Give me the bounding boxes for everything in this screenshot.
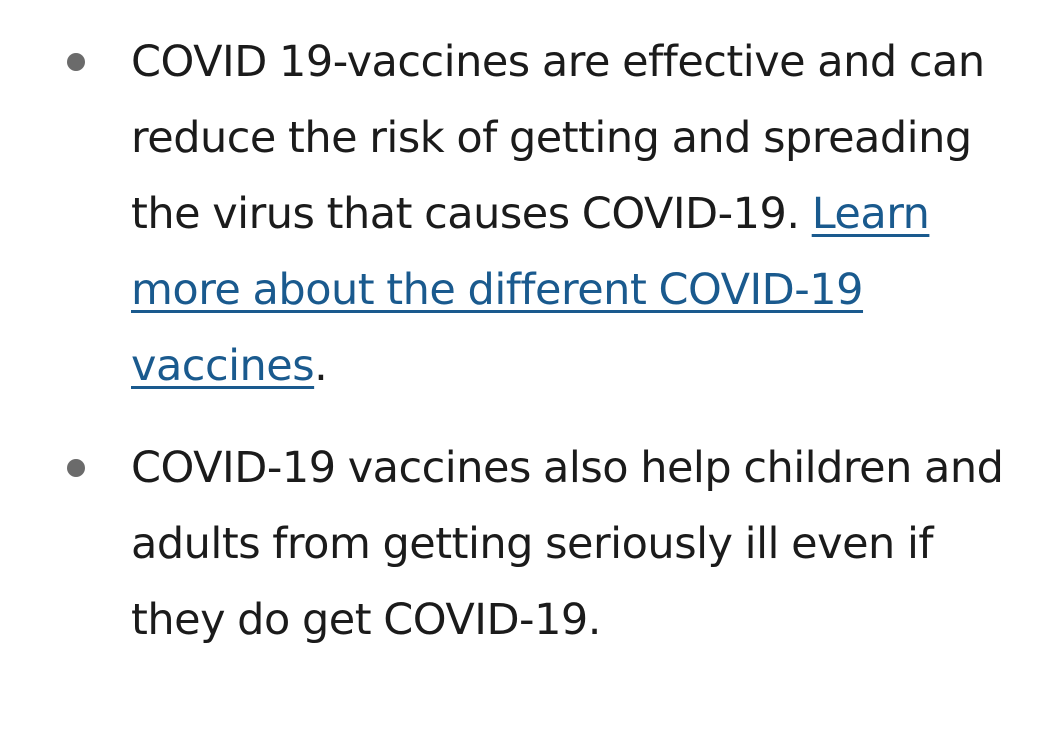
- list-item: COVID-19 vaccines also help children and…: [0, 430, 1045, 658]
- bullet-list: COVID 19-vaccines are effective and can …: [0, 24, 1045, 658]
- bullet-icon: [67, 459, 85, 477]
- list-item-text: COVID-19 vaccines also help children and…: [131, 443, 1004, 645]
- bullet-icon: [67, 53, 85, 71]
- list-item-suffix: .: [314, 341, 328, 391]
- learn-more-vaccines-link[interactable]: Learn more about the different COVID-19 …: [131, 189, 930, 391]
- list-item: COVID 19-vaccines are effective and can …: [0, 24, 1045, 404]
- list-item-text: COVID 19-vaccines are effective and can …: [131, 37, 985, 239]
